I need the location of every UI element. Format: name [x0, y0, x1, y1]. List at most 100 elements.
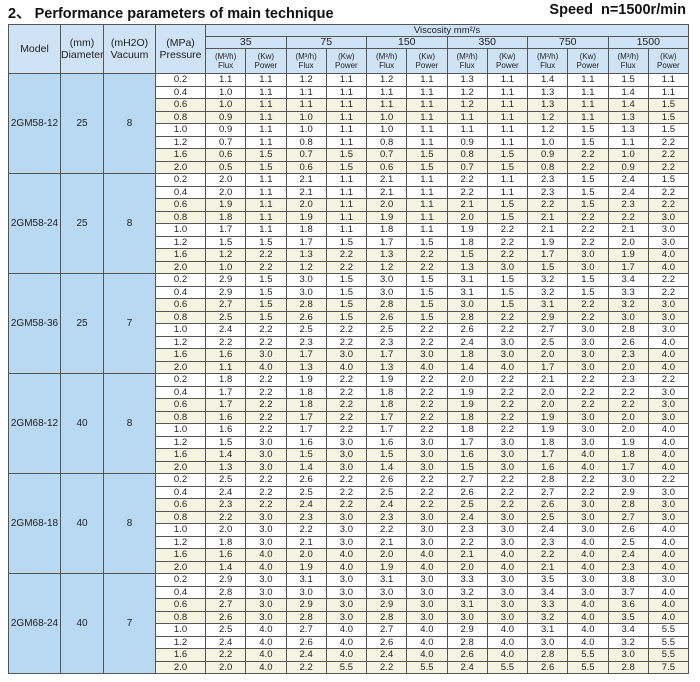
flux-cell: 1.4: [446, 360, 488, 374]
flux-cell: 2.6: [204, 610, 247, 624]
flux-cell: 3.1: [446, 285, 488, 299]
pressure-cell: 0.2: [155, 273, 206, 287]
power-cell: 2.2: [406, 248, 448, 262]
flux-cell: 1.8: [204, 373, 247, 387]
power-label: Power: [657, 61, 680, 70]
power-cell: 2.2: [325, 335, 368, 349]
flux-cell: 1.3: [365, 360, 408, 374]
power-cell: 3.0: [486, 523, 529, 537]
pressure-cell: 1.6: [155, 148, 206, 162]
flux-cell: 2.6: [446, 323, 488, 337]
pressure-cell: 1.6: [155, 448, 206, 462]
flux-cell: 2.5: [526, 335, 569, 349]
pressure-cell: 0.6: [155, 198, 206, 212]
power-cell: 1.5: [406, 160, 448, 174]
power-cell: 4.0: [245, 560, 287, 574]
power-cell: 1.5: [245, 148, 287, 162]
flux-cell: 1.8: [446, 410, 488, 424]
flux-cell: 3.5: [607, 610, 649, 624]
flux-cell: 1.9: [365, 560, 408, 574]
flux-cell: 2.3: [285, 510, 327, 524]
power-cell: 3.0: [245, 460, 287, 474]
flux-cell: 2.6: [526, 660, 569, 674]
power-cell: 2.2: [245, 410, 287, 424]
flux-cell: 2.0: [365, 548, 408, 562]
flux-cell: 2.2: [285, 523, 327, 537]
power-cell: 2.2: [245, 473, 287, 487]
power-cell: 1.5: [567, 198, 609, 212]
flux-header: (M³/h) Flux: [607, 48, 649, 74]
flux-cell: 1.3: [365, 248, 408, 262]
flux-cell: 2.9: [204, 285, 247, 299]
diameter-cell: 40: [60, 573, 104, 674]
pressure-cell: 0.4: [155, 585, 206, 599]
flux-cell: 2.3: [607, 373, 649, 387]
pressure-cell: 1.6: [155, 548, 206, 562]
power-cell: 2.2: [567, 223, 609, 237]
power-cell: 4.0: [647, 460, 690, 474]
power-cell: 2.2: [245, 260, 287, 274]
flux-cell: 1.0: [607, 148, 649, 162]
power-cell: 1.1: [325, 198, 368, 212]
power-cell: 1.1: [245, 98, 287, 112]
flux-cell: 1.1: [285, 85, 327, 99]
power-cell: 2.2: [567, 398, 609, 412]
flux-cell: 1.0: [365, 123, 408, 137]
power-cell: 1.1: [406, 123, 448, 137]
power-cell: 1.5: [567, 173, 609, 187]
table-row: 0.8 1.8 1.1 1.9 1.1 1.9 1.1 2.0 1.5 2.1 2.2 2.2 3.0: [9, 210, 690, 224]
flux-cell: 2.2: [446, 173, 488, 187]
flux-cell: 1.8: [285, 385, 327, 399]
power-cell: 2.2: [325, 385, 368, 399]
flux-cell: 2.2: [365, 523, 408, 537]
power-cell: 3.0: [325, 573, 368, 587]
power-cell: 2.2: [486, 248, 529, 262]
power-cell: 3.0: [406, 523, 448, 537]
flux-cell: 3.3: [526, 598, 569, 612]
power-cell: 3.0: [406, 598, 448, 612]
flux-cell: 0.9: [204, 123, 247, 137]
power-cell: 3.0: [647, 235, 690, 249]
power-cell: 1.1: [325, 98, 368, 112]
flux-cell: 1.9: [446, 385, 488, 399]
viscosity-1500: 1500: [607, 36, 690, 49]
power-cell: 3.0: [486, 585, 529, 599]
flux-cell: 1.7: [204, 398, 247, 412]
power-cell: 2.2: [567, 160, 609, 174]
flux-cell: 0.6: [285, 160, 327, 174]
flux-cell: 3.1: [285, 573, 327, 587]
pressure-cell: 1.2: [155, 135, 206, 149]
power-cell: 3.0: [325, 435, 368, 449]
viscosity-header: Viscosity mm²/s: [204, 24, 690, 37]
flux-cell: 2.3: [365, 335, 408, 349]
flux-cell: 1.8: [365, 398, 408, 412]
vacuum-cell: 8: [103, 473, 156, 574]
table-row: 1.6 1.4 3.0 1.5 3.0 1.5 3.0 1.6 3.0 1.7 4.0 1.8 4.0: [9, 448, 690, 462]
power-cell: 2.2: [406, 373, 448, 387]
pressure-unit: (MPa): [166, 37, 195, 49]
flux-cell: 0.8: [365, 135, 408, 149]
flux-cell: 2.7: [526, 485, 569, 499]
flux-cell: 1.2: [285, 260, 327, 274]
flux-cell: 2.0: [285, 198, 327, 212]
power-cell: 2.2: [567, 385, 609, 399]
flux-cell: 2.6: [446, 648, 488, 662]
flux-cell: 0.9: [607, 160, 649, 174]
power-cell: 1.1: [245, 135, 287, 149]
power-cell: 3.0: [245, 348, 287, 362]
power-cell: 1.5: [325, 298, 368, 312]
power-label: Power: [576, 61, 600, 70]
power-cell: 2.2: [486, 410, 529, 424]
flux-cell: 3.2: [607, 298, 649, 312]
power-cell: 3.0: [406, 348, 448, 362]
vacuum-cell: 7: [103, 273, 156, 374]
power-cell: 3.0: [486, 448, 529, 462]
pressure-cell: 0.6: [155, 398, 206, 412]
power-cell: 1.5: [325, 285, 368, 299]
flux-cell: 1.7: [285, 410, 327, 424]
power-unit: (Kw): [579, 52, 597, 61]
power-cell: 3.0: [245, 435, 287, 449]
table-row: 0.6 1.9 1.1 2.0 1.1 2.0 1.1 2.1 1.5 2.2 1.5 2.3 2.2: [9, 198, 690, 212]
flux-cell: 1.2: [446, 85, 488, 99]
power-cell: 3.0: [325, 585, 368, 599]
